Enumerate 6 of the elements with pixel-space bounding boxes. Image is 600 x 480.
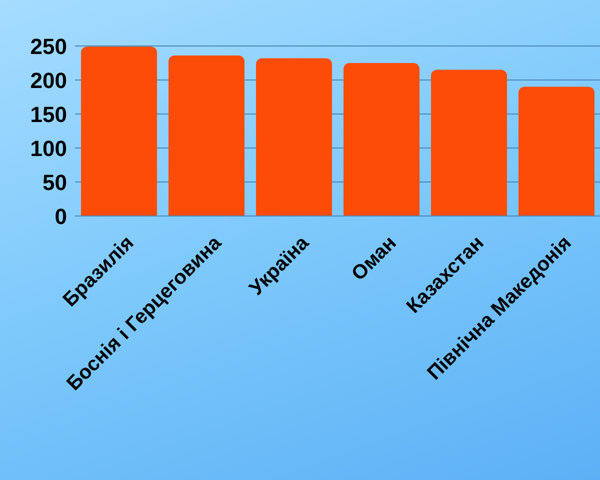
y-tick-label: 150 [30, 102, 67, 127]
y-tick-label: 100 [30, 136, 67, 161]
y-tick-label: 250 [30, 34, 67, 59]
y-tick-label: 50 [42, 170, 67, 195]
y-tick-label: 0 [54, 204, 67, 229]
y-tick-label: 200 [30, 68, 67, 93]
